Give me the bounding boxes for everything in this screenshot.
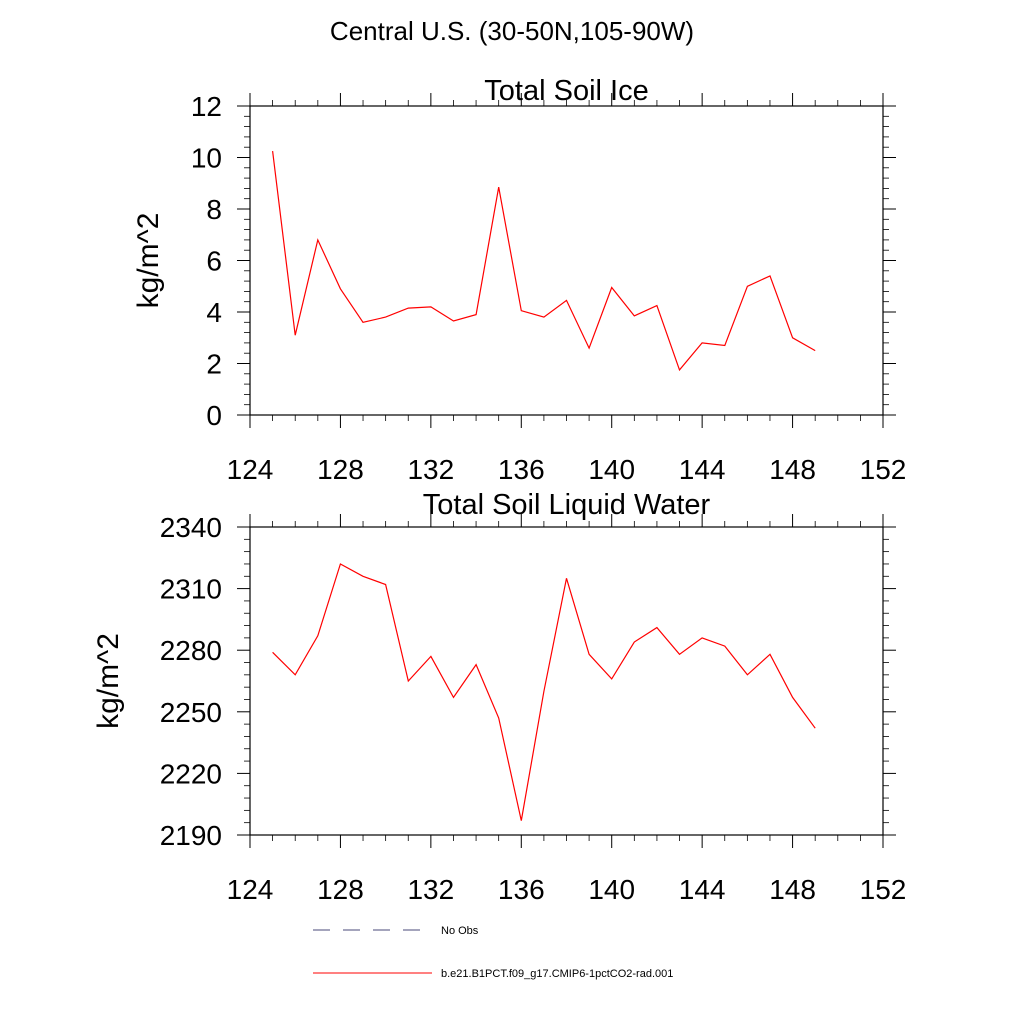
plot-frame	[249, 105, 884, 416]
y-tick-label: 10	[191, 143, 222, 174]
y-tick-label: 2190	[160, 820, 222, 851]
x-tick-label: 152	[860, 874, 907, 905]
x-tick-label: 144	[679, 454, 726, 485]
legend: No Obs b.e21.B1PCT.f09_g17.CMIP6-1pctCO2-…	[313, 925, 673, 980]
y-tick-label: 8	[206, 194, 222, 225]
y-axis-label: kg/m^2	[92, 633, 125, 729]
y-tick-label: 6	[206, 246, 222, 277]
x-tick-label: 140	[588, 454, 635, 485]
x-tick-label: 136	[498, 874, 545, 905]
legend-label-no-obs: No Obs	[441, 925, 479, 937]
figure-title: Central U.S. (30-50N,105-90W)	[329, 16, 695, 46]
x-tick-label: 144	[679, 874, 726, 905]
x-tick-label: 136	[498, 454, 545, 485]
x-tick-label: 124	[227, 874, 274, 905]
y-tick-label: 2340	[160, 512, 222, 543]
chart-panel-2: Total Soil Liquid Water 124 128 132 136 140 14…	[92, 489, 906, 905]
x-tick-label: 148	[769, 454, 816, 485]
y-tick-label: 2310	[160, 574, 222, 605]
y-tick-label: 12	[191, 91, 222, 122]
y-axis-label: kg/m^2	[132, 213, 165, 309]
plot-frame	[249, 526, 884, 836]
y-tick-label: 2250	[160, 697, 222, 728]
x-tick-label: 140	[588, 874, 635, 905]
x-tick-label: 148	[769, 874, 816, 905]
x-tick-label: 152	[860, 454, 907, 485]
series-line-1	[272, 563, 816, 821]
x-tick-label: 128	[317, 874, 364, 905]
series-line-1	[272, 151, 816, 372]
chart-title: Total Soil Liquid Water	[423, 489, 711, 521]
x-tick-label: 132	[407, 454, 454, 485]
y-tick-label: 2220	[160, 758, 222, 789]
y-tick-label: 0	[206, 400, 222, 431]
y-tick-label: 2280	[160, 635, 222, 666]
x-tick-label: 128	[317, 454, 364, 485]
x-tick-label: 124	[227, 454, 274, 485]
legend-label-model: b.e21.B1PCT.f09_g17.CMIP6-1pctCO2-rad.00…	[441, 968, 673, 980]
y-tick-label: 4	[206, 297, 222, 328]
y-tick-label: 2	[206, 349, 222, 380]
x-tick-label: 132	[407, 874, 454, 905]
